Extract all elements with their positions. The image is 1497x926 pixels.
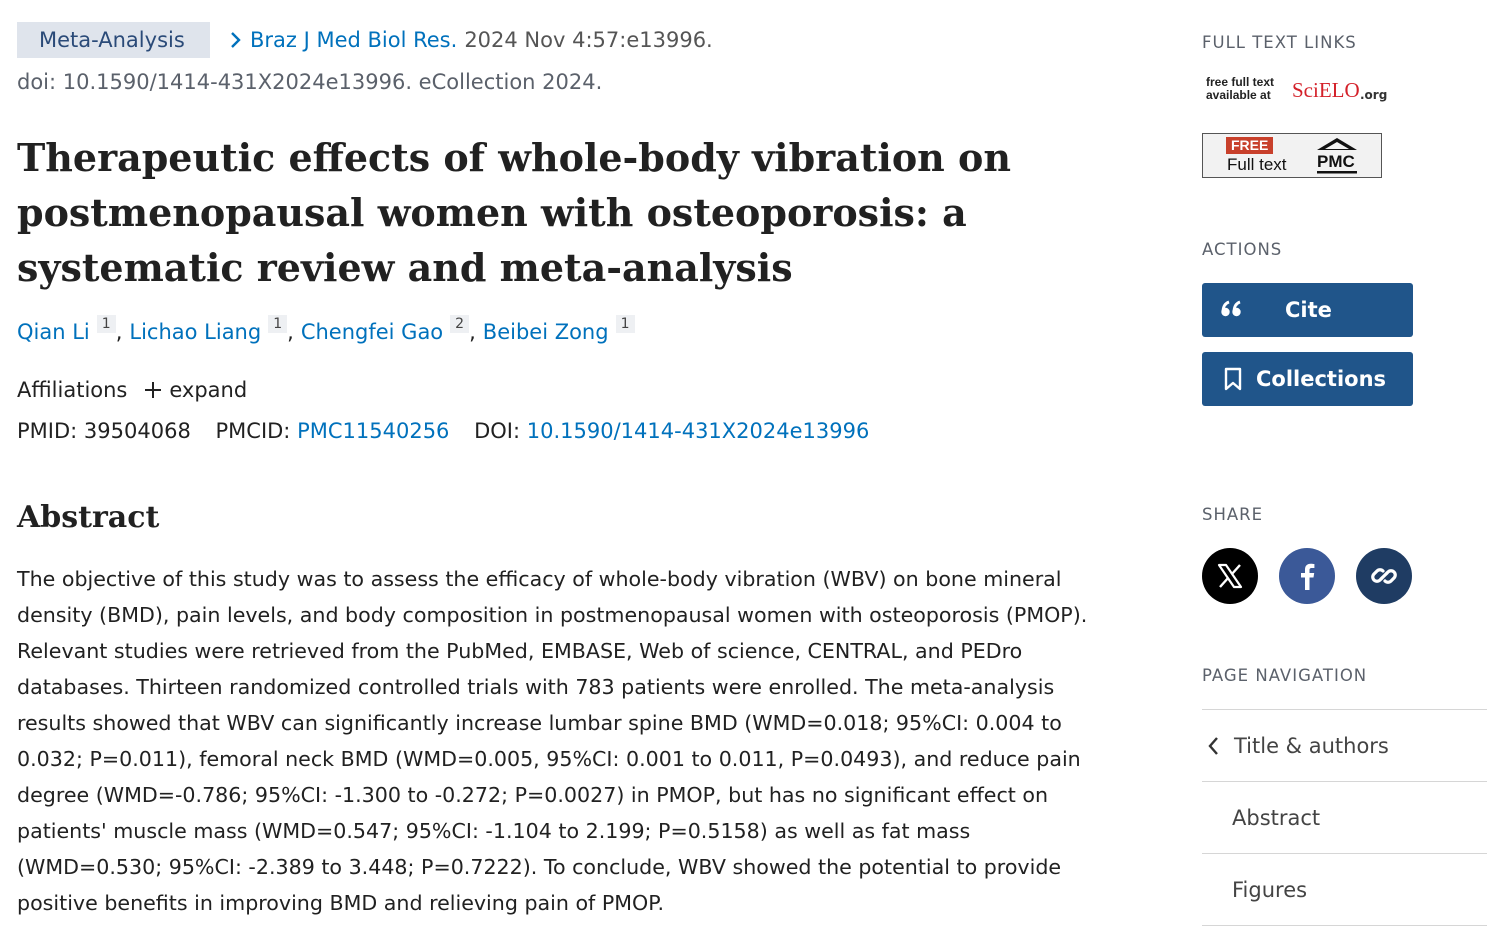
affiliation-marker[interactable]: 1 [615, 315, 635, 333]
chevron-left-icon [1208, 736, 1218, 755]
article-title: Therapeutic effects of whole-body vibrat… [17, 135, 1011, 290]
full-text-label: Full text [1227, 155, 1287, 174]
link-icon [1371, 568, 1397, 584]
affiliations-label: Affiliations [17, 378, 128, 402]
x-logo-icon [1217, 563, 1243, 589]
identifiers: PMID: 39504068 PMCID: PMC11540256 DOI: 1… [17, 419, 869, 443]
doi-label: DOI: [474, 419, 521, 443]
nav-item-abstract[interactable]: Abstract [1202, 782, 1487, 854]
share-heading: SHARE [1202, 505, 1264, 524]
nav-item-label: Abstract [1232, 805, 1321, 830]
publication-type-badge[interactable]: Meta-Analysis [17, 22, 210, 58]
pmc-logo-text: PMC [1317, 152, 1355, 171]
scielo-link[interactable]: free full text available at SciELO .org [1206, 76, 1388, 108]
affiliation-marker[interactable]: 2 [450, 315, 470, 333]
nav-item-label: Figures [1232, 877, 1308, 902]
author-separator: , [469, 320, 476, 344]
pmcid-link[interactable]: PMC11540256 [297, 419, 450, 443]
quote-icon [1221, 300, 1241, 317]
pmc-roof-icon [1317, 138, 1357, 150]
scielo-caption-line2: available at [1206, 88, 1271, 102]
plus-icon [145, 382, 162, 398]
expand-label[interactable]: expand [169, 378, 248, 402]
scielo-caption-line1: free full text [1206, 75, 1275, 89]
pmcid-label: PMCID: [215, 419, 291, 443]
share-link-button[interactable] [1356, 548, 1412, 604]
page-navigation-heading: PAGE NAVIGATION [1202, 666, 1368, 685]
nav-item-title-authors[interactable]: Title & authors [1202, 710, 1487, 782]
doi-link[interactable]: 10.1590/1414-431X2024e13996 [526, 419, 870, 443]
affiliation-marker[interactable]: 1 [96, 315, 116, 333]
share-x-button[interactable] [1202, 548, 1258, 604]
cite-label: Cite [1285, 298, 1332, 322]
author-separator: , [287, 320, 294, 344]
chevron-right-icon [231, 32, 241, 48]
bookmark-icon [1224, 367, 1242, 391]
pmid-value: 39504068 [83, 419, 191, 443]
pmc-underline-icon [1317, 171, 1357, 174]
actions-heading: ACTIONS [1202, 240, 1283, 259]
pmid-label: PMID: [17, 419, 78, 443]
collections-button[interactable]: Collections [1202, 352, 1413, 406]
author-link[interactable]: Beibei Zong [482, 320, 609, 344]
scielo-org: .org [1360, 88, 1388, 102]
journal-link[interactable]: Braz J Med Biol Res. [250, 28, 458, 52]
facebook-icon [1301, 563, 1315, 590]
author-list: Qian Li 1, Lichao Liang 1, Chengfei Gao … [17, 315, 635, 344]
pmc-logo: PMC [1315, 137, 1359, 174]
doi-line: doi: 10.1590/1414-431X2024e13996. eColle… [17, 70, 603, 94]
share-facebook-button[interactable] [1279, 548, 1335, 604]
scielo-logo: SciELO [1292, 78, 1360, 102]
author-link[interactable]: Chengfei Gao [300, 320, 444, 344]
publication-date: 2024 Nov 4:57:e13996. [464, 28, 713, 52]
collections-label: Collections [1256, 367, 1387, 391]
abstract-heading: Abstract [17, 500, 160, 535]
author-separator: , [115, 320, 123, 344]
affiliations-toggle[interactable]: Affiliations expand [17, 378, 247, 402]
citation-line: Meta-Analysis Braz J Med Biol Res. 2024 … [17, 22, 713, 58]
cite-button[interactable]: Cite [1202, 283, 1413, 337]
author-link[interactable]: Lichao Liang [129, 320, 262, 344]
scielo-caption: free full text available at [1206, 76, 1274, 102]
page-navigation-list: Title & authors Abstract Figures [1202, 709, 1487, 926]
nav-item-label: Title & authors [1234, 733, 1389, 758]
author-link[interactable]: Qian Li [17, 320, 90, 344]
nav-item-figures[interactable]: Figures [1202, 854, 1487, 926]
abstract-text: The objective of this study was to asses… [17, 567, 1088, 915]
pmc-free-full-text-link[interactable]: FREE Full text PMC [1202, 133, 1382, 178]
affiliation-marker[interactable]: 1 [268, 315, 288, 333]
full-text-links-heading: FULL TEXT LINKS [1202, 33, 1357, 52]
share-buttons [1202, 548, 1433, 604]
free-label: FREE [1226, 137, 1274, 154]
